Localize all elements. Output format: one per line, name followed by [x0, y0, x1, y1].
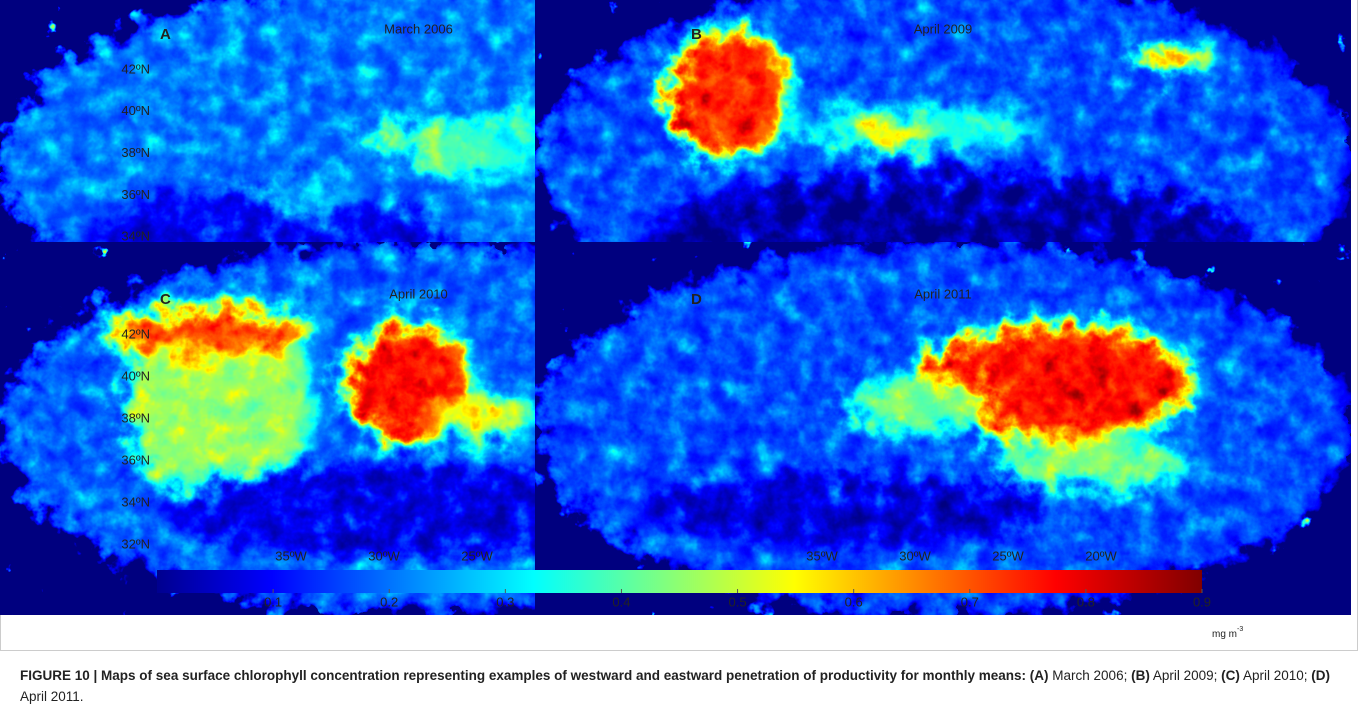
y-tick-label: 34ºN: [121, 494, 150, 509]
panel-letter: D: [691, 291, 702, 308]
page: A March 2006 42ºN 40ºN 38ºN 36ºN 34ºN 32ºN B Apri…: [0, 0, 1358, 720]
caption-text: April 2011.: [20, 689, 84, 704]
map-patch: [637, 475, 1045, 545]
colorbar-tick-label: 0.5: [729, 594, 747, 609]
map-patch: [841, 377, 994, 433]
unit-exponent: -3: [1237, 626, 1243, 633]
colorbar-unit: mg m-3: [1212, 626, 1243, 640]
y-tick-label: 34ºN: [121, 229, 150, 244]
x-tick-label: 30ºW: [368, 548, 400, 563]
panel-title: April 2011: [914, 286, 972, 301]
colorbar-tick-label: 0.1: [264, 594, 282, 609]
x-tick-label: 30ºW: [899, 548, 931, 563]
map-patch: [851, 121, 933, 149]
x-tick-label: 25ºW: [992, 548, 1024, 563]
caption-key: (C): [1221, 668, 1240, 683]
colorbar-tick-label: 0.9: [1193, 594, 1211, 609]
caption-text: April 2010;: [1243, 668, 1308, 683]
y-tick-label: 42ºN: [121, 61, 150, 76]
x-tick-label: 20ºW: [1085, 548, 1117, 563]
y-tick-label: 36ºN: [121, 187, 150, 202]
map-patch: [262, 179, 367, 216]
caption: FIGURE 10 | Maps of sea surface chloroph…: [20, 665, 1340, 707]
map-patch: [994, 440, 1198, 487]
y-tick-label: 38ºN: [121, 145, 150, 160]
map-patch: [429, 394, 534, 441]
y-tick-label: 40ºN: [121, 368, 150, 383]
x-tick-label: 20ºW: [554, 548, 586, 563]
figure: A March 2006 42ºN 40ºN 38ºN 36ºN 34ºN 32ºN B Apri…: [0, 0, 1358, 650]
y-tick-label: 38ºN: [121, 410, 150, 425]
caption-key: (D): [1311, 668, 1330, 683]
map-patch: [668, 28, 790, 158]
x-tick-label: 35ºW: [806, 548, 838, 563]
map-patch: [1132, 47, 1214, 70]
panel-title: April 2009: [914, 21, 973, 36]
colorbar-tick-label: 0.4: [612, 594, 630, 609]
panel-title: April 2010: [389, 286, 448, 301]
x-tick-label: 25ºW: [461, 548, 493, 563]
colorbar-tick-label: 0.7: [961, 594, 979, 609]
unit-text: mg m: [1212, 629, 1237, 640]
colorbar: [157, 570, 1202, 593]
caption-key: (B): [1131, 668, 1150, 683]
panel-title: March 2006: [384, 21, 453, 36]
caption-text: April 2009;: [1153, 668, 1218, 683]
map-patch: [366, 124, 450, 147]
caption-text: March 2006;: [1052, 668, 1127, 683]
y-tick-label: 32ºN: [121, 270, 150, 285]
y-tick-label: 42ºN: [121, 326, 150, 341]
y-tick-label: 32ºN: [121, 536, 150, 551]
x-tick-label: 35ºW: [275, 548, 307, 563]
panel-letter: A: [160, 26, 171, 43]
caption-lead: FIGURE 10 | Maps of sea surface chloroph…: [20, 668, 1026, 683]
panel-letter: B: [691, 26, 702, 43]
colorbar-tick-label: 0.2: [380, 594, 398, 609]
colorbar-tick-label: 0.8: [1077, 594, 1095, 609]
panel-letter: C: [160, 291, 171, 308]
y-tick-label: 36ºN: [121, 452, 150, 467]
caption-key: (A): [1030, 668, 1049, 683]
y-tick-label: 40ºN: [121, 103, 150, 118]
colorbar-tick-label: 0.6: [845, 594, 863, 609]
colorbar-tick-label: 0.3: [496, 594, 514, 609]
